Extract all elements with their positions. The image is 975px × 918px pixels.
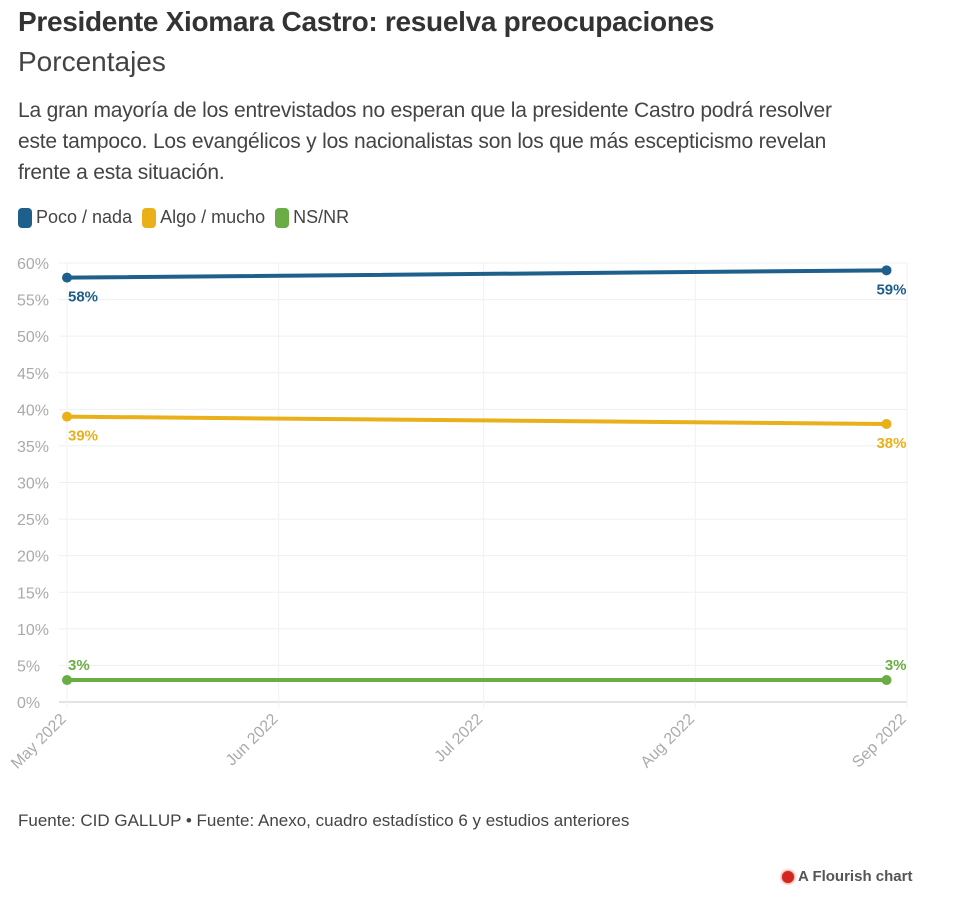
y-tick-label: 60% <box>17 256 49 273</box>
data-label: 59% <box>876 281 906 298</box>
y-tick-label: 25% <box>17 512 49 529</box>
legend-item-algo-mucho[interactable]: Algo / mucho <box>142 207 265 228</box>
y-tick-label: 55% <box>17 293 49 310</box>
y-tick-label: 35% <box>17 439 49 456</box>
y-tick-label: 45% <box>17 366 49 383</box>
x-tick-label: May 2022 <box>8 711 70 773</box>
series-line-1 <box>65 414 889 426</box>
chart-subtitle: Porcentajes <box>18 46 166 77</box>
y-tick-label: 30% <box>17 476 49 493</box>
flourish-credit-link[interactable]: A Flourish chart <box>782 868 912 885</box>
legend-swatch <box>275 207 290 228</box>
flourish-credit-text: A Flourish chart <box>798 868 913 885</box>
legend-label: Algo / mucho <box>160 207 266 227</box>
data-label: 39% <box>68 428 98 445</box>
data-label: 58% <box>68 289 98 306</box>
y-tick-label: 0% <box>17 695 40 712</box>
legend-label: Poco / nada <box>36 207 133 227</box>
x-tick-label: Jul 2022 <box>432 711 487 766</box>
data-point <box>62 272 72 283</box>
chart-description: La gran mayoría de los entrevistados no … <box>18 99 832 184</box>
data-label: 38% <box>876 435 906 452</box>
legend-swatch <box>142 207 157 228</box>
y-tick-label: 40% <box>17 402 49 419</box>
data-point <box>881 675 892 686</box>
data-label: 3% <box>68 657 90 674</box>
line-chart: 0% 5% 10% 15% 20% 25% 30% 35% 40% 45% 50% 55% 60% May… <box>8 256 910 773</box>
y-tick-label: 15% <box>17 585 49 602</box>
y-tick-label: 5% <box>17 658 40 675</box>
y-tick-label: 10% <box>17 622 49 639</box>
data-point <box>881 265 892 276</box>
legend-swatch <box>18 207 32 228</box>
chart-title: Presidente Xiomara Castro: resuelva preo… <box>18 6 715 37</box>
data-point <box>62 411 72 422</box>
y-tick-label: 20% <box>17 549 49 566</box>
series-line-0 <box>65 268 889 280</box>
data-point <box>881 418 892 429</box>
legend-item-poco-nada[interactable]: Poco / nada <box>18 207 132 228</box>
x-tick-label: Aug 2022 <box>638 711 699 772</box>
x-tick-label: Sep 2022 <box>849 711 910 772</box>
data-label: 3% <box>885 657 907 674</box>
source-note: Fuente: CID GALLUP • Fuente: Anexo, cuad… <box>18 811 630 830</box>
legend: Poco / nada Algo / mucho NS/NR <box>18 207 349 228</box>
legend-item-ns-nr[interactable]: NS/NR <box>275 207 349 228</box>
data-point <box>62 675 72 686</box>
flourish-logo-icon <box>782 870 794 883</box>
y-tick-label: 50% <box>17 329 49 346</box>
legend-label: NS/NR <box>293 207 350 227</box>
x-tick-label: Jun 2022 <box>223 711 282 770</box>
